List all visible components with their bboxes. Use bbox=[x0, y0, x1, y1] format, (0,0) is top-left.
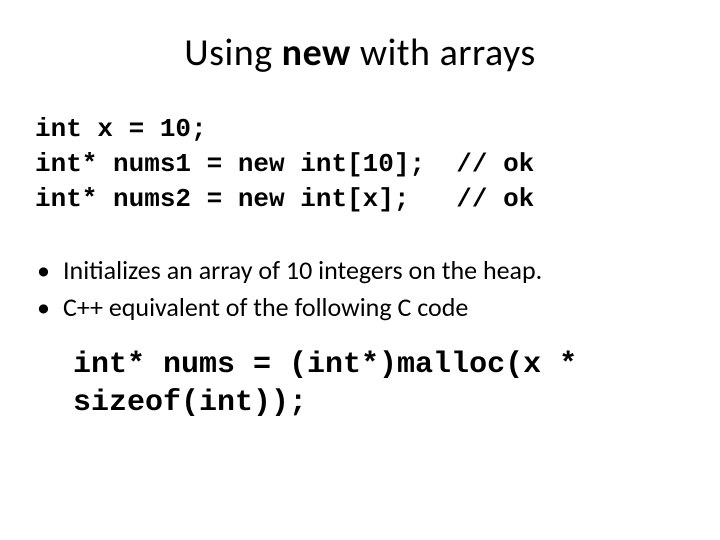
bullet-list: Initializes an array of 10 integers on t… bbox=[35, 253, 685, 325]
code2-line-2: sizeof(int)); bbox=[73, 386, 307, 420]
title-pre: Using bbox=[184, 30, 281, 76]
slide-title: Using new with arrays bbox=[35, 30, 685, 76]
code-line-2: int* nums1 = new int[10]; // ok bbox=[35, 149, 534, 179]
bullet-item: Initializes an array of 10 integers on t… bbox=[35, 253, 685, 288]
bullet-item: C++ equivalent of the following C code bbox=[35, 290, 685, 325]
title-post: with arrays bbox=[351, 30, 536, 76]
code-line-3: int* nums2 = new int[x]; // ok bbox=[35, 184, 534, 214]
title-bold: new bbox=[282, 30, 351, 76]
code-block-top: int x = 10; int* nums1 = new int[10]; //… bbox=[35, 112, 685, 217]
bullet-text: Initializes an array of 10 integers on t… bbox=[63, 254, 542, 286]
code-block-bottom: int* nums = (int*)malloc(x * sizeof(int)… bbox=[35, 347, 685, 422]
code-line-1: int x = 10; bbox=[35, 114, 207, 144]
code2-line-1: int* nums = (int*)malloc(x * bbox=[73, 348, 577, 382]
bullet-text: C++ equivalent of the following C code bbox=[63, 291, 468, 323]
